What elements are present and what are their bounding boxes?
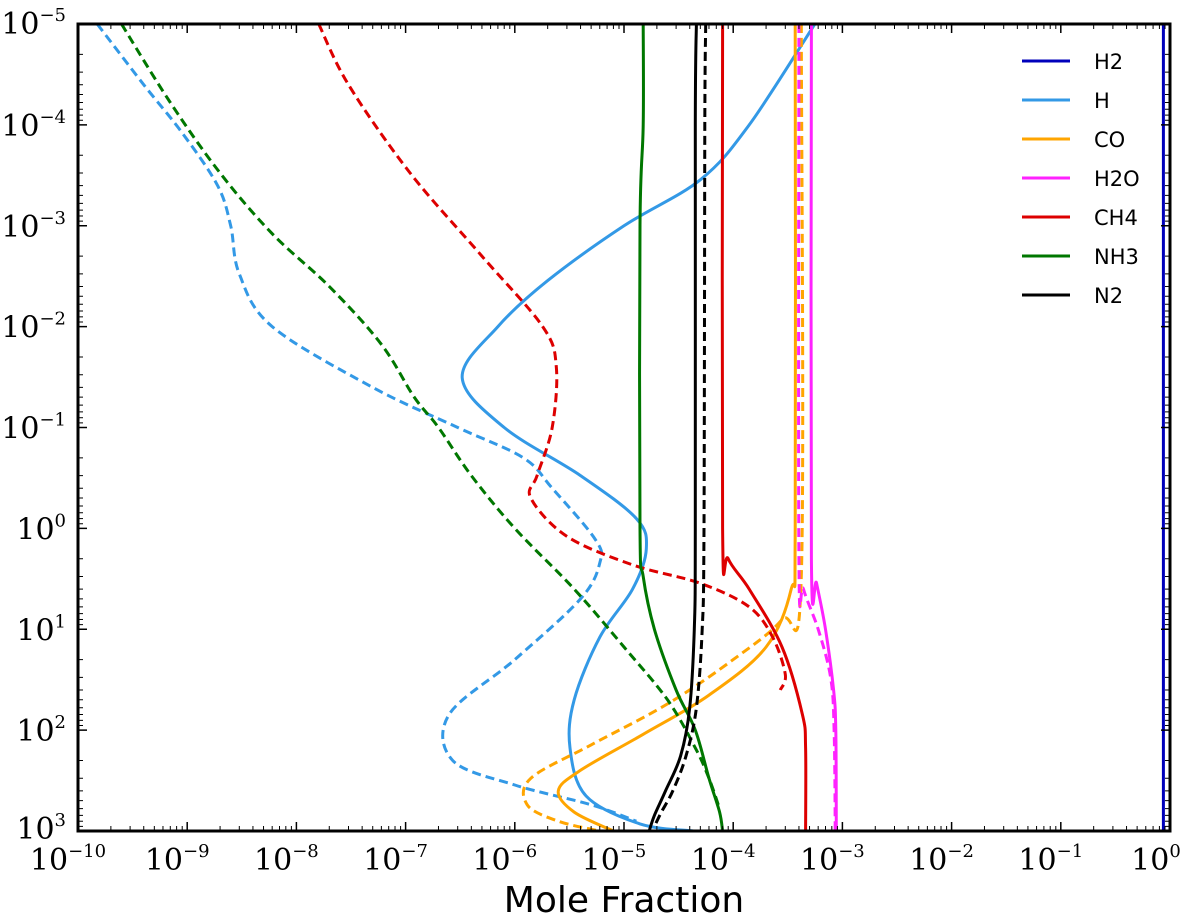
- series-h-dashed: [96, 24, 637, 823]
- legend-item-co: CO: [1022, 128, 1125, 152]
- y-tick-label: 10−5: [1, 5, 66, 42]
- legend-item-ch4: CH4: [1022, 206, 1138, 230]
- legend-label: H2: [1094, 50, 1123, 74]
- y-tick-label: 102: [16, 712, 66, 749]
- series-h-solid: [460, 24, 817, 831]
- x-tick-label: 10−3: [800, 841, 865, 878]
- x-tick-label: 10−9: [145, 841, 210, 878]
- x-tick-label: 10−1: [1018, 841, 1083, 878]
- legend-label: H2O: [1094, 167, 1140, 191]
- x-tick-label: 10−7: [363, 841, 428, 878]
- legend: H2 H CO H2O CH4 NH3 N2: [1022, 50, 1140, 308]
- legend-item-h2: H2: [1022, 50, 1123, 74]
- series-h2o-dashed: [797, 24, 837, 831]
- series-nh3-dashed: [120, 24, 722, 810]
- series-co-solid: [556, 24, 798, 831]
- x-axis-title: Mole Fraction: [504, 880, 744, 921]
- y-tick-label: 10−1: [1, 410, 66, 447]
- y-tick-label: 100: [16, 510, 66, 547]
- legend-label: NH3: [1094, 245, 1139, 269]
- x-tick-label: 100: [1131, 841, 1181, 878]
- series-n2-solid: [647, 24, 698, 831]
- legend-label: CH4: [1094, 206, 1138, 230]
- series-ch4-solid: [720, 24, 808, 831]
- series-n2-dashed: [653, 24, 708, 828]
- x-tick-label: 10−5: [582, 841, 647, 878]
- y-tick-label: 10−3: [1, 208, 66, 245]
- x-tick-label: 10−4: [691, 841, 756, 878]
- legend-item-n2: N2: [1022, 284, 1123, 308]
- legend-item-nh3: NH3: [1022, 245, 1139, 269]
- plot-frame: [76, 22, 1172, 833]
- ticks-layer: 10−10 10−9 10−8 10−7 10−6 10−5 10−4 10−3 10−2 10−…: [1, 5, 1181, 878]
- legend-item-h2o: H2O: [1022, 167, 1140, 191]
- series-co-dashed: [521, 24, 805, 831]
- y-tick-label: 10−4: [1, 107, 66, 144]
- series-nh3-solid: [638, 24, 725, 831]
- legend-label: H: [1094, 89, 1110, 113]
- y-tick-label: 103: [16, 810, 66, 847]
- series-ch4-dashed: [317, 24, 787, 691]
- y-tick-label: 101: [16, 611, 66, 648]
- series-h2o-solid: [809, 24, 838, 831]
- x-tick-label: 10−6: [472, 841, 537, 878]
- x-tick-label: 10−8: [254, 841, 319, 878]
- legend-label: CO: [1094, 128, 1125, 152]
- x-tick-label: 10−2: [909, 841, 974, 878]
- legend-label: N2: [1094, 284, 1123, 308]
- y-tick-label: 10−2: [1, 309, 66, 346]
- legend-item-h: H: [1022, 89, 1110, 113]
- series-layer: [96, 24, 1165, 831]
